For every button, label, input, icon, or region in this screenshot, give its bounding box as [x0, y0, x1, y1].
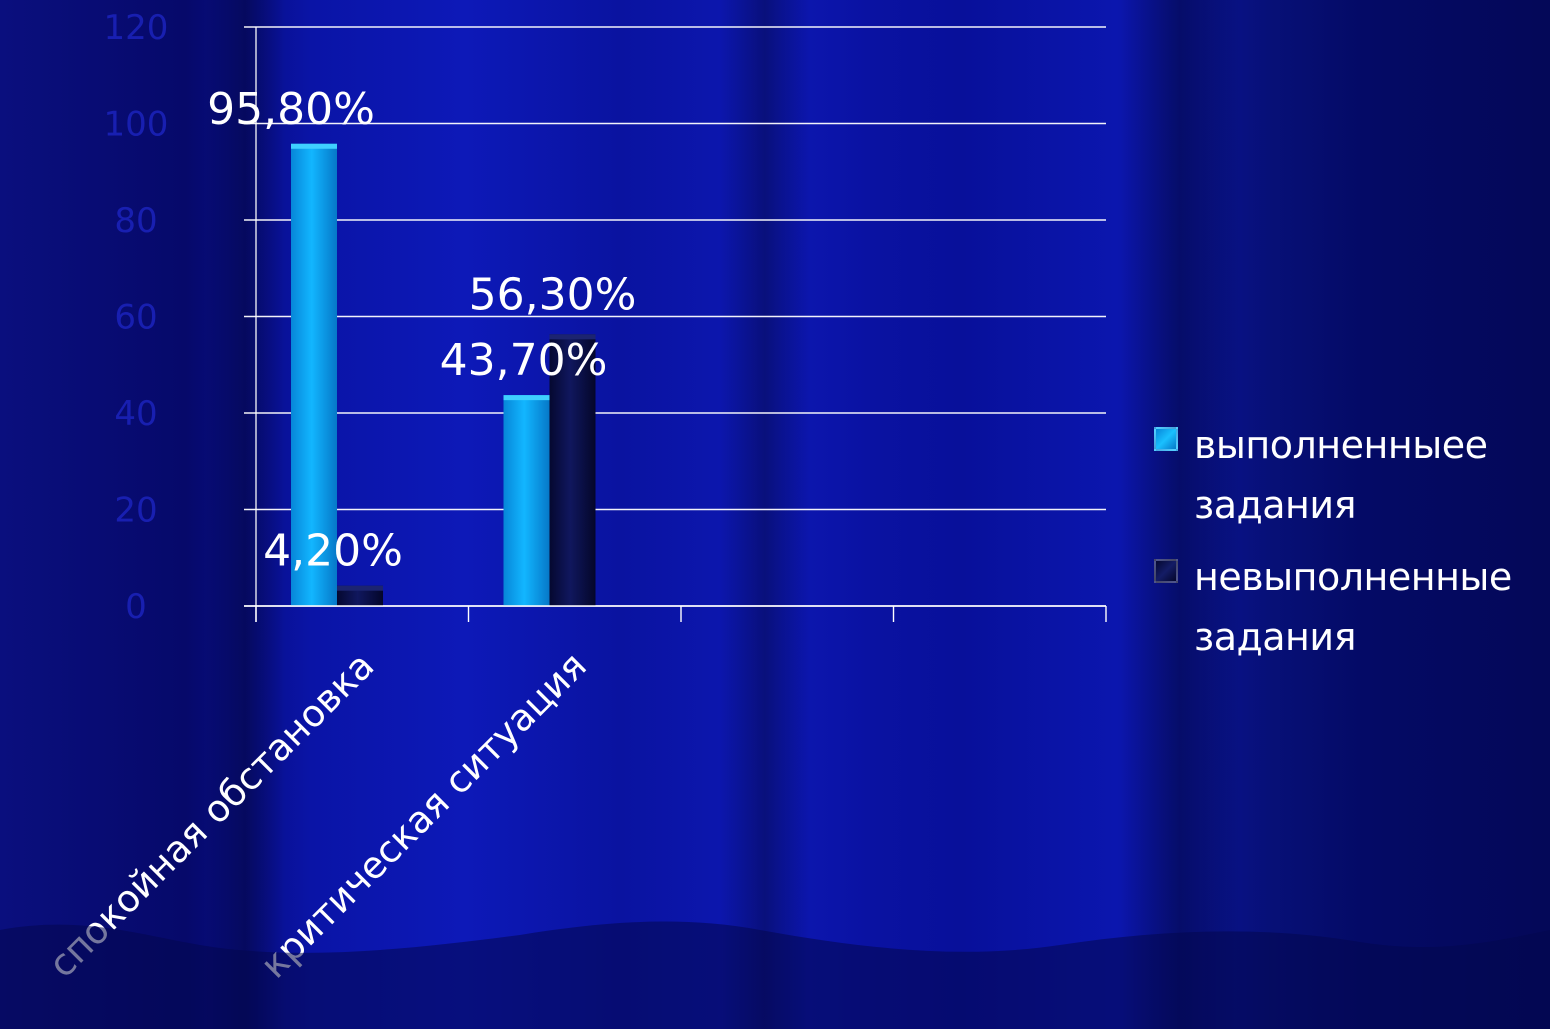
legend: выполненныее задания невыполненные задан… — [1150, 415, 1548, 679]
bars — [291, 143, 596, 606]
bar — [337, 585, 383, 606]
curtain-fold — [205, 0, 285, 1029]
bar-cap — [337, 585, 383, 591]
legend-label-line2: задания — [1194, 615, 1356, 659]
data-label: 56,30% — [469, 269, 637, 320]
legend-label-line1: невыполненные — [1194, 555, 1512, 599]
curtain-hem — [0, 921, 1550, 1029]
data-label: 4,20% — [263, 526, 403, 577]
legend-swatch-not-completed — [1154, 559, 1178, 583]
y-tick-label: 0 — [125, 587, 147, 627]
data-label: 43,70% — [440, 335, 608, 386]
axes — [244, 27, 1107, 622]
legend-item-not-completed: невыполненные задания — [1150, 547, 1548, 667]
data-label: 95,80% — [207, 84, 375, 135]
y-tick-label: 100 — [104, 105, 169, 145]
bar-cap — [503, 395, 550, 401]
curtain-fold — [720, 0, 810, 1029]
y-tick-label: 40 — [114, 394, 157, 434]
curtain-fold — [1120, 0, 1240, 1029]
bar-cap — [549, 334, 596, 340]
legend-swatch-completed — [1154, 427, 1178, 451]
legend-label-line1: выполненныее — [1194, 423, 1488, 467]
y-tick-label: 120 — [104, 8, 169, 48]
data-labels: 95,80% 4,20% 43,70% 56,30% — [207, 84, 636, 577]
y-tick-labels: 0 20 40 60 80 100 120 — [104, 8, 169, 627]
legend-item-completed: выполненныее задания — [1150, 415, 1548, 535]
bar — [291, 143, 337, 606]
y-tick-label: 80 — [114, 201, 157, 241]
bar — [549, 334, 596, 606]
legend-label-line2: задания — [1194, 483, 1356, 527]
y-tick-label: 60 — [114, 298, 157, 338]
bar — [503, 395, 550, 606]
bar-cap — [291, 143, 337, 149]
y-tick-label: 20 — [114, 491, 157, 531]
